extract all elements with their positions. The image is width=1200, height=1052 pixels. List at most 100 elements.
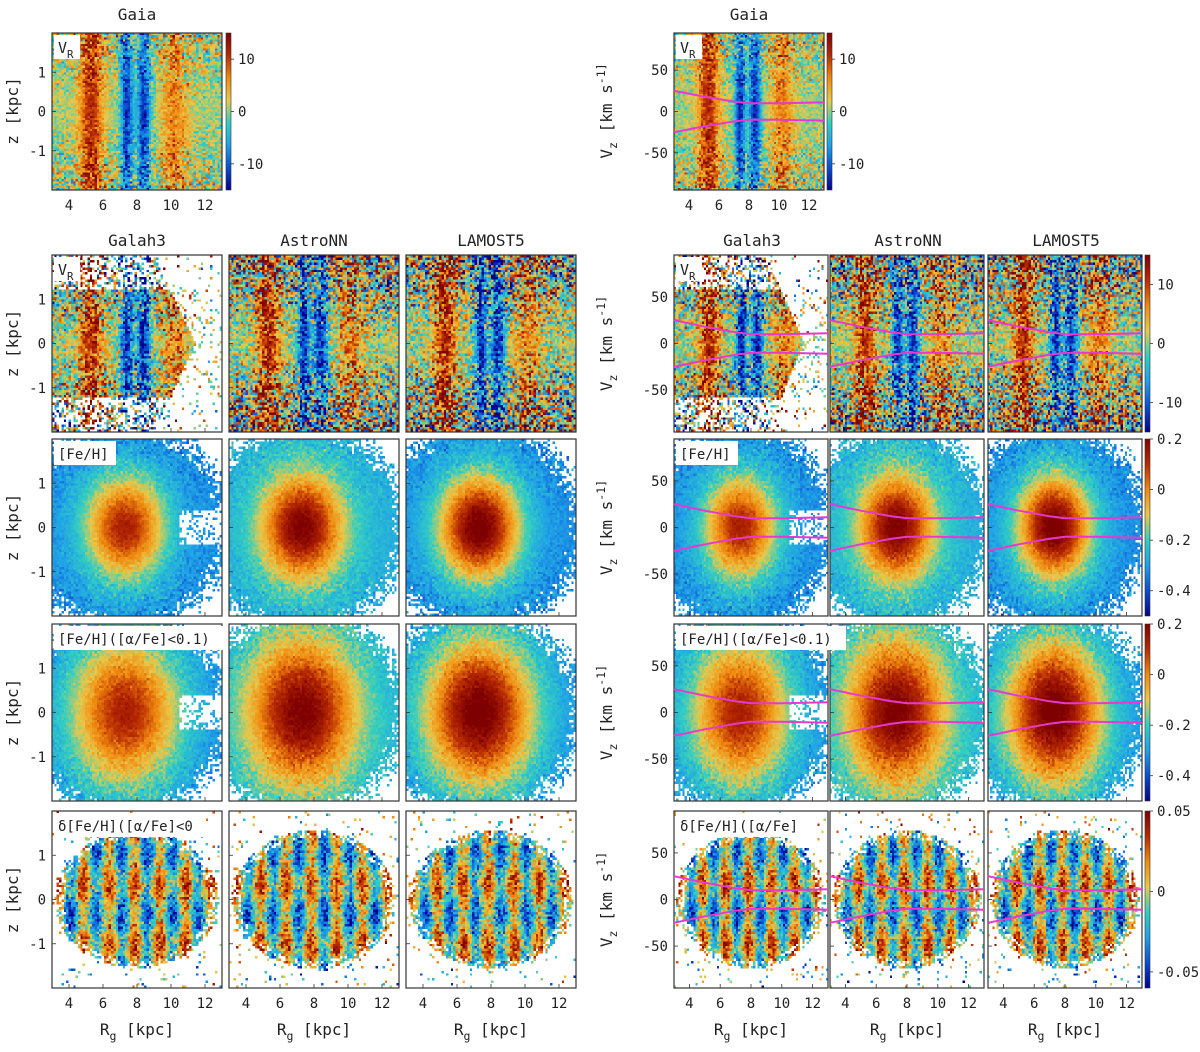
vz-vr-galah3-ytick-label: 0 [660, 337, 668, 353]
z-row-label-vr: VR​ [58, 261, 74, 283]
gaia-vz-heatmap [674, 33, 824, 190]
vz-vr-astronn-guide-upper [829, 319, 985, 336]
gaia-z-colorbar [225, 32, 232, 191]
gaia-z-colorbar-tick-label: 10 [238, 52, 255, 68]
gaia-z-colorbar-tick-label: -10 [238, 157, 263, 173]
z-dfeh-lamost5-xtick-label: 6 [453, 996, 461, 1012]
vz-dfeh-galah3-ytick-label: 0 [660, 893, 668, 909]
z-row-label-feh: [Fe/H] [58, 447, 109, 463]
vz-dfeh-astronn-guide-upper [829, 875, 985, 892]
gaia-z-xtick-label: 12 [197, 198, 214, 214]
vz-row-label-feh: [Fe/H] [680, 447, 731, 463]
gaia-vz-xtick-label: 10 [771, 198, 788, 214]
gaia-vz-ytick-label: -50 [643, 146, 668, 162]
gaia-z-xtick-label: 4 [65, 198, 73, 214]
vz-dfeh-galah3-guide-lower [673, 907, 829, 924]
z-ylabel-vr: z [kpc] [3, 310, 22, 377]
vz-feha-lamost5-heatmap [988, 624, 1142, 801]
vz-feh-galah3-ytick-label: 0 [660, 521, 668, 537]
xlabel-vz-lamost5: Rg​ [kpc] [1028, 1020, 1102, 1043]
vz-feh-galah3-ytick-label: 50 [651, 474, 668, 490]
z-feh-galah3-ytick-label: 1 [38, 476, 46, 492]
vz-dfeh-galah3-heatmap [674, 811, 828, 988]
gaia-vz-ytick-label: 50 [651, 63, 668, 79]
colorbar-feha-tick-label: 0.2 [1157, 617, 1182, 633]
z-row-label-feha: [Fe/H]([α/Fe]<0.1) [58, 632, 210, 648]
z-dfeh-astronn-xtick-label: 12 [374, 996, 391, 1012]
vz-dfeh-lamost5-xtick-label: 6 [1030, 996, 1038, 1012]
colorbar-feha-tick-label: -0.4 [1157, 769, 1191, 785]
z-feha-galah3-ytick-label: 1 [38, 661, 46, 677]
vz-vr-galah3-heatmap [674, 255, 828, 432]
gaia-z-label: VR​ [58, 39, 74, 61]
vz-dfeh-lamost5-guide-lower [987, 907, 1143, 924]
colorbar-feh-tick-label: -0.4 [1157, 584, 1191, 600]
z-ylabel-dfeh: z [kpc] [3, 866, 22, 933]
vz-feha-galah3-ytick-label: -50 [643, 752, 668, 768]
gaia-vz-ylabel: Vz​ [km s-1]​ [594, 63, 620, 158]
vz-feha-galah3-guide-upper [673, 688, 829, 705]
gaia-vz-colorbar-tick-label: 0 [839, 105, 847, 121]
vz-feh-astronn-guide-lower [829, 535, 985, 552]
gaia-vz-ytick-label: 0 [660, 105, 668, 121]
gaia-z-xtick-label: 6 [99, 198, 107, 214]
gaia-vz-label-box [676, 35, 702, 59]
gaia-z-xtick-label: 8 [133, 198, 141, 214]
vz-feha-astronn-guide-lower [829, 720, 985, 737]
colorbar-dfeh-tick-label: 0.05 [1157, 804, 1191, 820]
gaia-vz-label: VR​ [680, 39, 696, 61]
gaia-vz-xtick-label: 4 [685, 198, 693, 214]
z-ylabel-feh: z [kpc] [3, 494, 22, 561]
column-title-vz-galah3: Galah3 [723, 231, 781, 250]
z-dfeh-astronn-heatmap [229, 811, 399, 988]
vz-row-label-dfeh-box [676, 813, 810, 837]
gaia-z-colorbar-tick-label: 0 [238, 105, 246, 121]
gaia-z-label-box [54, 35, 80, 59]
vz-dfeh-astronn-xtick-label: 4 [841, 996, 849, 1012]
vz-ylabel-feha: Vz​ [km s-1]​ [594, 665, 620, 760]
z-dfeh-lamost5-xtick-label: 8 [487, 996, 495, 1012]
column-title-vz-astronn: AstroNN [874, 231, 941, 250]
z-dfeh-galah3-xtick-label: 6 [99, 996, 107, 1012]
vz-ylabel-dfeh: Vz​ [km s-1]​ [594, 852, 620, 947]
vz-vr-astronn-heatmap [830, 255, 984, 432]
vz-feha-galah3-guide-lower [673, 720, 829, 737]
vz-dfeh-astronn-xtick-label: 6 [872, 996, 880, 1012]
z-vr-galah3-ytick-label: 0 [38, 337, 46, 353]
gaia-vz-xtick-label: 8 [745, 198, 753, 214]
vz-feh-galah3-guide-lower [673, 535, 829, 552]
colorbar-feh-tick-label: -0.2 [1157, 533, 1191, 549]
vz-dfeh-galah3-xtick-label: 12 [804, 996, 821, 1012]
gaia-vz-title: Gaia [730, 5, 769, 24]
vz-vr-galah3-guide-lower [673, 351, 829, 368]
vz-ylabel-vr: Vz​ [km s-1]​ [594, 296, 620, 391]
z-dfeh-galah3-ytick-label: 1 [38, 848, 46, 864]
z-dfeh-lamost5-xtick-label: 4 [419, 996, 427, 1012]
vz-dfeh-lamost5-xtick-label: 10 [1087, 996, 1104, 1012]
z-feha-astronn-heatmap [229, 624, 399, 801]
vz-dfeh-lamost5-heatmap [988, 811, 1142, 988]
colorbar-feh-tick-label: 0 [1157, 483, 1165, 499]
z-feh-galah3-ytick-label: 0 [38, 521, 46, 537]
text-layer: VR​VR​4681012468101210-1500-50100-10100-… [3, 5, 1199, 1043]
z-feh-astronn-heatmap [229, 439, 399, 616]
vz-row-label-feha-box [676, 626, 846, 650]
vz-dfeh-galah3-xtick-label: 8 [747, 996, 755, 1012]
z-ylabel-feha: z [kpc] [3, 679, 22, 746]
xlabel-z-astronn: Rg​ [kpc] [277, 1020, 351, 1043]
vz-dfeh-astronn-xtick-label: 10 [929, 996, 946, 1012]
gaia-vz-colorbar-tick-label: 10 [839, 52, 856, 68]
z-feha-galah3-heatmap [52, 624, 222, 801]
z-dfeh-astronn-xtick-label: 4 [242, 996, 250, 1012]
vz-feh-lamost5-guide-upper [987, 503, 1143, 520]
column-title-vz-lamost5: LAMOST5 [1032, 231, 1099, 250]
vz-row-label-dfeh: δ[Fe/H]([α/Fe] [680, 819, 798, 835]
z-dfeh-galah3-xtick-label: 12 [197, 996, 214, 1012]
vz-row-label-vr-box [676, 257, 702, 281]
vz-ylabel-feh: Vz​ [km s-1]​ [594, 480, 620, 575]
vz-row-label-feha: [Fe/H]([α/Fe]<0.1) [680, 632, 832, 648]
vz-dfeh-lamost5-xtick-label: 4 [999, 996, 1007, 1012]
colorbar-feha-tick-label: -0.2 [1157, 718, 1191, 734]
z-vr-galah3-heatmap [52, 255, 222, 432]
vz-row-label-vr: VR​ [680, 261, 696, 283]
